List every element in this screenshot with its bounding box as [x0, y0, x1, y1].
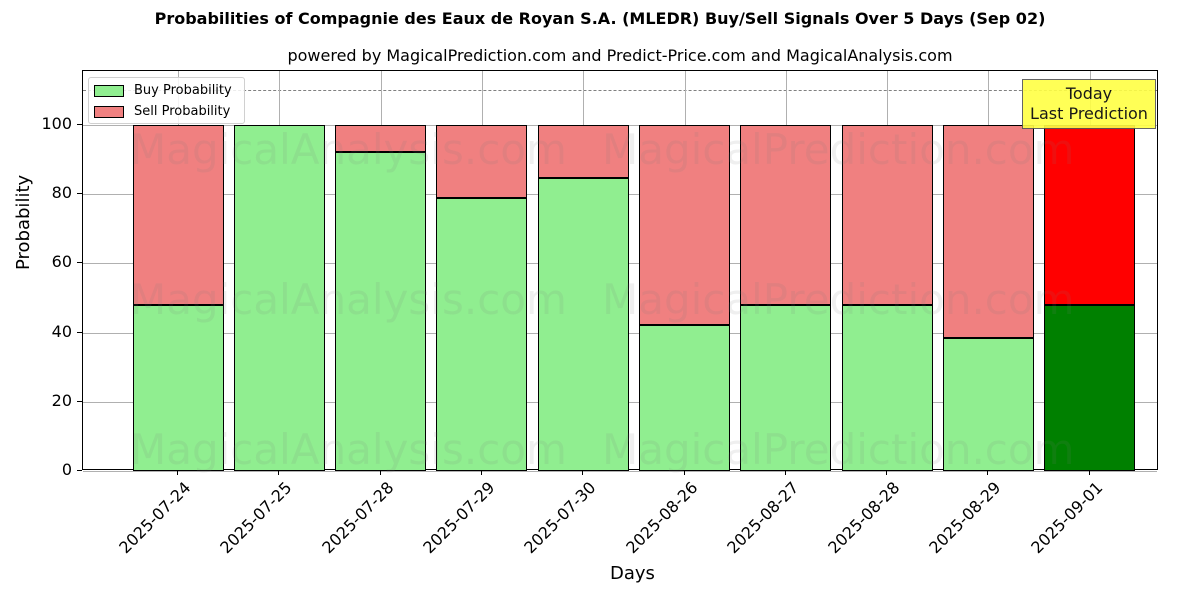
x-tick-mark [683, 470, 685, 475]
y-tick-mark [77, 124, 82, 125]
x-tick-mark [278, 470, 280, 475]
x-tick-label: 2025-07-30 [520, 478, 600, 558]
buy-bar [233, 125, 325, 471]
x-tick-mark [784, 470, 786, 475]
sell-bar [132, 125, 224, 305]
x-tick-label: 2025-08-27 [723, 478, 803, 558]
buy-bar [1044, 304, 1136, 471]
buy-bar [335, 151, 427, 471]
x-tick-label: 2025-07-25 [216, 478, 296, 558]
x-tick-label: 2025-08-26 [621, 478, 701, 558]
x-tick-mark [987, 470, 989, 475]
plot-area [82, 70, 1158, 472]
sell-bar [335, 125, 427, 152]
buy-bar [841, 304, 933, 471]
y-tick-label: 20 [51, 390, 72, 410]
sell-bar [1044, 125, 1136, 305]
y-tick-label: 80 [51, 183, 72, 203]
buy-bar [942, 338, 1034, 471]
y-tick-label: 40 [51, 321, 72, 341]
gridline-horizontal [83, 471, 1157, 472]
buy-bar [436, 197, 528, 471]
x-tick-label: 2025-09-01 [1026, 478, 1107, 558]
x-tick-label: 2025-08-28 [824, 478, 904, 558]
sell-bar [841, 125, 933, 305]
y-tick-mark [77, 400, 82, 402]
buy-bar [132, 304, 224, 471]
legend-item-sell: Sell Probability [94, 104, 230, 119]
x-tick-label: 2025-08-29 [925, 478, 1005, 558]
y-tick-mark [77, 262, 82, 264]
sell-bar [942, 125, 1034, 339]
sell-bar [740, 125, 832, 305]
buy-bar [639, 324, 730, 471]
buy-bar [537, 177, 629, 471]
x-tick-mark [177, 470, 178, 475]
x-tick-mark [886, 470, 888, 475]
reference-line [83, 90, 1157, 92]
today-annotation: Today Last Prediction [1022, 79, 1156, 129]
x-tick-label: 2025-07-24 [115, 478, 195, 558]
x-tick-mark [1088, 470, 1090, 475]
x-tick-label: 2025-07-29 [419, 478, 499, 558]
chart-subtitle: powered by MagicalPrediction.com and Pre… [287, 46, 953, 65]
y-tick-label: 60 [51, 252, 72, 272]
y-tick-label: 0 [61, 460, 72, 479]
buy-bar [740, 304, 832, 471]
y-axis-label: Probability [13, 174, 34, 270]
x-axis-label: Days [610, 563, 655, 584]
x-tick-label: 2025-07-28 [317, 478, 398, 558]
x-tick-mark [379, 470, 381, 475]
sell-bar [639, 125, 730, 325]
x-tick-mark [582, 470, 584, 475]
y-tick-mark [77, 193, 82, 195]
y-tick-label: 100 [41, 114, 72, 133]
y-tick-mark [77, 470, 82, 471]
sell-bar [537, 125, 629, 178]
sell-swatch-icon [94, 105, 124, 118]
legend-item-buy: Buy Probability [94, 83, 232, 98]
chart-title: Probabilities of Compagnie des Eaux de R… [154, 9, 1046, 28]
legend: Buy Probability Sell Probability [88, 77, 245, 124]
y-tick-mark [77, 331, 82, 333]
buy-swatch-icon [94, 84, 124, 97]
x-tick-mark [480, 470, 482, 475]
sell-bar [436, 125, 528, 198]
